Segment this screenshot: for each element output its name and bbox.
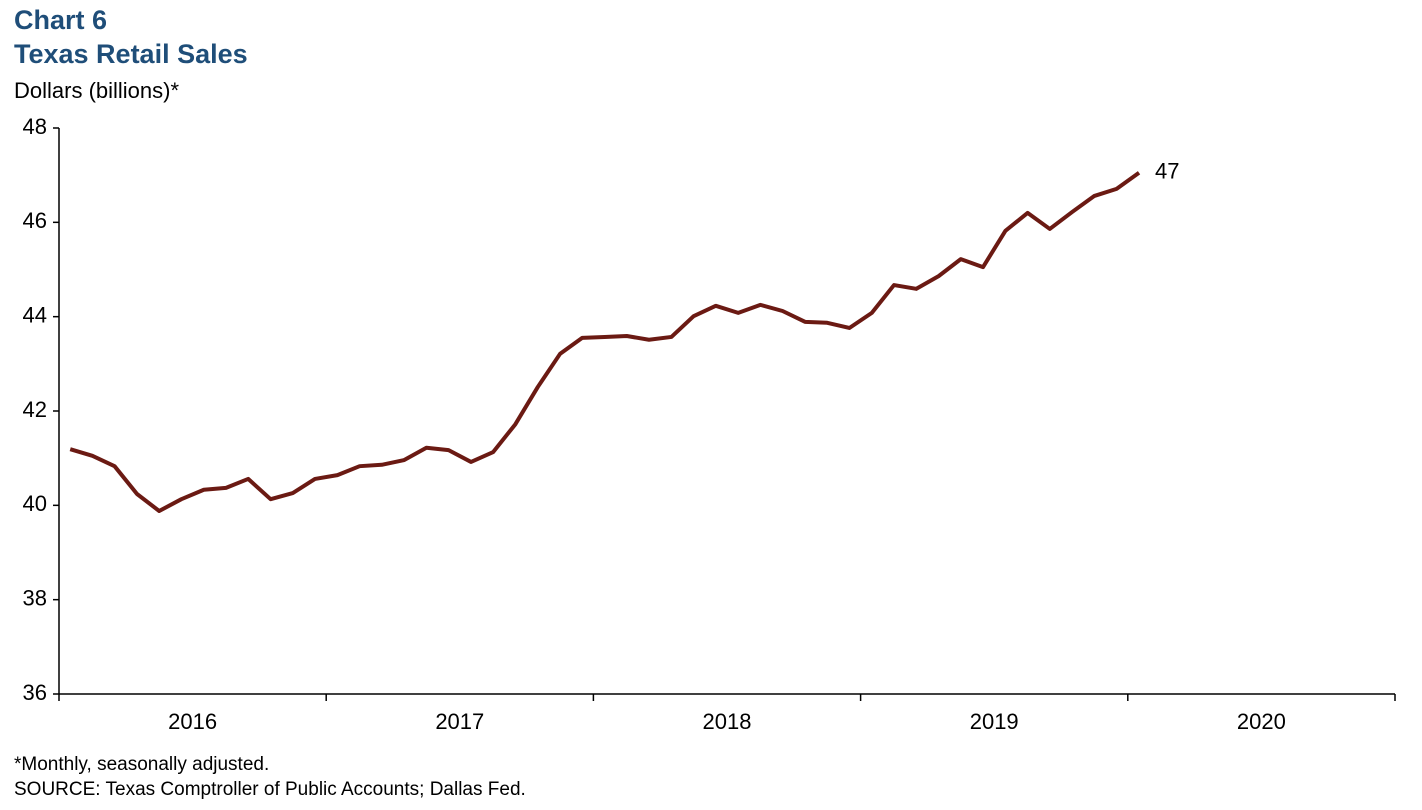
x-tick-label: 2020 xyxy=(1237,709,1286,734)
data-label: 47 xyxy=(1155,159,1179,184)
y-tick-label: 38 xyxy=(23,585,47,610)
x-tick-label: 2017 xyxy=(435,709,484,734)
line-series xyxy=(69,171,1141,513)
y-axis-label: Dollars (billions)* xyxy=(14,78,179,103)
x-tick-label: 2016 xyxy=(168,709,217,734)
y-tick-label: 40 xyxy=(23,491,47,516)
chart-title: Chart 6 xyxy=(14,5,107,35)
y-tick-label: 42 xyxy=(23,397,47,422)
y-tick-label: 44 xyxy=(23,302,47,327)
source: SOURCE: Texas Comptroller of Public Acco… xyxy=(14,779,526,800)
y-tick-label: 46 xyxy=(23,208,47,233)
y-tick-label: 36 xyxy=(23,680,47,705)
chart-subtitle: Texas Retail Sales xyxy=(14,39,248,69)
y-tick-label: 48 xyxy=(23,114,47,139)
x-tick-label: 2019 xyxy=(970,709,1019,734)
x-tick-label: 2018 xyxy=(703,709,752,734)
footnote: *Monthly, seasonally adjusted. xyxy=(14,754,269,775)
